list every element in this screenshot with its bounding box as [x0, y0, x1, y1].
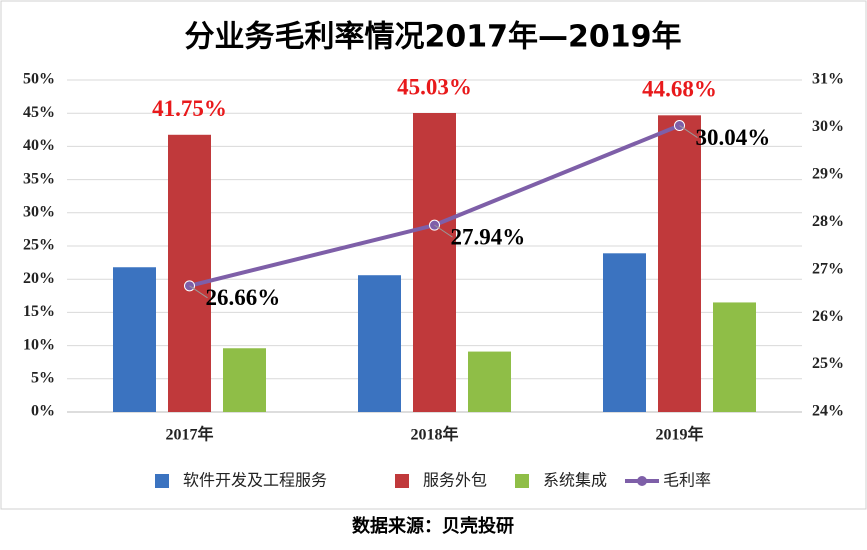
label-leader — [679, 125, 698, 138]
line-value-label: 30.04% — [696, 125, 771, 150]
y2-tick-label: 29% — [812, 166, 844, 183]
bar — [658, 115, 701, 412]
y-tick-label: 25% — [23, 237, 55, 254]
bar — [603, 253, 646, 412]
y-tick-label: 40% — [23, 137, 55, 154]
y-tick-label: 45% — [23, 104, 55, 121]
bar-value-label: 45.03% — [397, 74, 472, 99]
legend-label: 毛利率 — [663, 471, 711, 490]
bar — [713, 302, 756, 412]
legend-label: 服务外包 — [423, 471, 487, 490]
x-tick-label: 2018年 — [410, 425, 458, 444]
y2-tick-label: 31% — [812, 71, 844, 88]
legend-swatch — [395, 474, 409, 488]
chart-title: 分业务毛利率情况2017年—2019年 — [185, 20, 682, 55]
y2-tick-label: 27% — [812, 260, 844, 277]
y-tick-label: 35% — [23, 170, 55, 187]
bar — [223, 348, 266, 412]
y2-tick-label: 26% — [812, 308, 844, 325]
y2-tick-label: 24% — [812, 403, 844, 420]
bar — [358, 275, 401, 412]
y-tick-label: 50% — [23, 71, 55, 88]
bar — [413, 113, 456, 413]
y-tick-label: 10% — [23, 336, 55, 353]
bar — [468, 351, 511, 412]
label-leader — [189, 285, 208, 299]
bar — [168, 134, 211, 412]
x-tick-label: 2019年 — [655, 425, 703, 444]
y-tick-label: 20% — [23, 270, 55, 287]
x-tick-label: 2017年 — [165, 425, 213, 444]
y2-tick-label: 25% — [812, 355, 844, 372]
source-note: 数据来源：贝壳投研 — [352, 515, 514, 537]
y2-tick-label: 28% — [812, 213, 844, 230]
line-value-label: 27.94% — [451, 224, 526, 249]
legend-label: 软件开发及工程服务 — [183, 471, 327, 490]
y-tick-label: 15% — [23, 303, 55, 320]
line-value-label: 26.66% — [206, 285, 281, 310]
y-tick-label: 0% — [31, 403, 55, 420]
legend-swatch — [515, 474, 529, 488]
y-tick-label: 5% — [31, 369, 55, 386]
bar-value-label: 44.68% — [642, 77, 717, 102]
legend-marker — [637, 476, 647, 486]
label-leader — [434, 224, 453, 238]
bar-value-label: 41.75% — [152, 96, 227, 121]
y2-tick-label: 30% — [812, 118, 844, 135]
y-tick-label: 30% — [23, 203, 55, 220]
bar — [113, 267, 156, 412]
legend-label: 系统集成 — [543, 471, 607, 490]
legend-swatch — [155, 474, 169, 488]
